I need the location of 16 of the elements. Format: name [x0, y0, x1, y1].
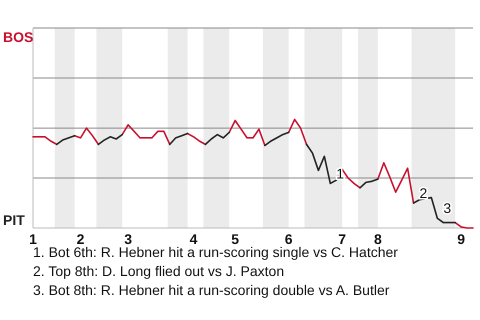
x-tick-label: 3: [124, 231, 132, 247]
x-tick-label: 1: [29, 231, 38, 247]
x-tick-label: 7: [338, 231, 346, 247]
x-tick-label: 9: [457, 231, 466, 247]
text: PIT: [3, 212, 26, 228]
text: 2. Top 8th: D. Long flied out vs J. Paxton: [33, 263, 284, 279]
x-tick-label: 4: [190, 231, 198, 247]
x-tick-label: 8: [374, 231, 382, 247]
x-tick-label: 6: [284, 231, 293, 247]
x-tick-label: 5: [231, 231, 240, 247]
text: 3. Bot 8th: R. Hebner hit a run-scoring double vs A. Butler: [33, 282, 390, 298]
x-tick-label: 2: [76, 231, 85, 247]
annotation: 2: [420, 185, 428, 202]
text: BOS: [3, 29, 34, 45]
text: 1. Bot 6th: R. Hebner hit a run-scoring single vs C. Hatcher: [33, 244, 398, 260]
annotation: 3: [443, 200, 452, 216]
